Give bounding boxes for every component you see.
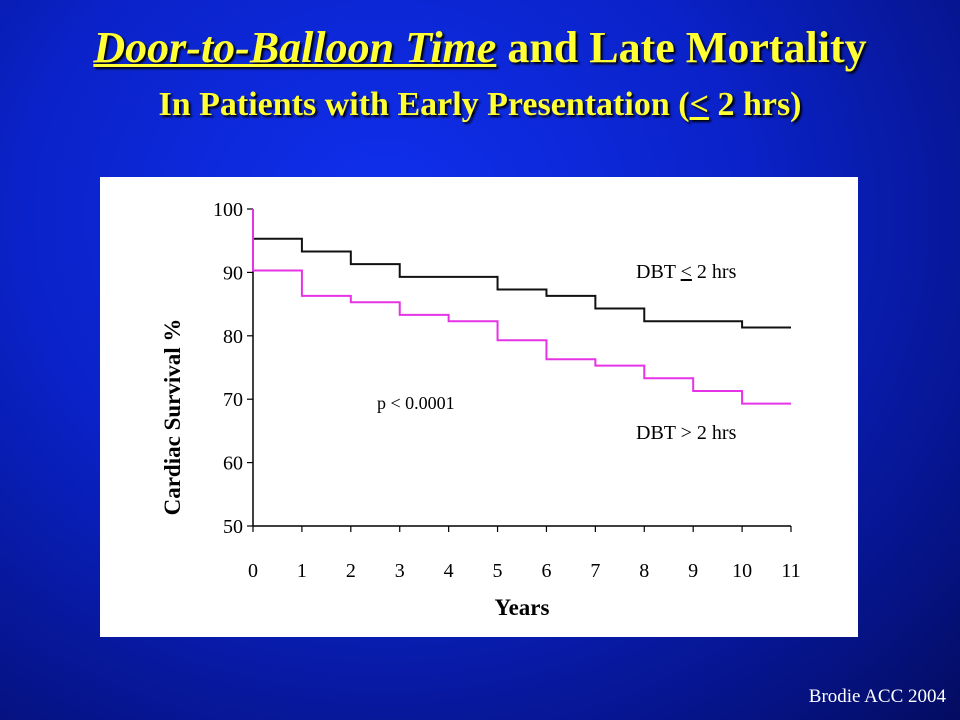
x-tick-label: 0 bbox=[248, 560, 258, 582]
x-tick-label: 1 bbox=[297, 560, 307, 582]
survival-line-series-1 bbox=[252, 209, 791, 405]
y-tick-label: 90 bbox=[223, 262, 243, 284]
p-value-annotation: p < 0.0001 bbox=[377, 393, 455, 413]
legend-dbt-gt-2: DBT > 2 hrs bbox=[636, 422, 737, 444]
chart-axes: 50 60 70 80 90 100 0 1 2 3 4 5 6 7 8 9 10 11 bbox=[213, 199, 801, 582]
y-tick-label: 80 bbox=[223, 326, 243, 348]
chart-panel: 50 60 70 80 90 100 0 1 2 3 4 5 6 7 8 9 10 11 Cardiac Surv… bbox=[100, 177, 858, 637]
y-tick-label: 100 bbox=[213, 199, 243, 221]
x-tick-label: 3 bbox=[395, 560, 405, 582]
slide-title: Door-to-Balloon Time and Late Mortality bbox=[0, 22, 960, 73]
y-tick-label: 60 bbox=[223, 453, 243, 475]
survival-chart: 50 60 70 80 90 100 0 1 2 3 4 5 6 7 8 9 10 11 Cardiac Surv… bbox=[160, 199, 801, 620]
subtitle-after: 2 hrs) bbox=[708, 86, 802, 123]
x-tick-label: 8 bbox=[639, 560, 649, 582]
title-emphasis: Door-to-Balloon Time bbox=[93, 23, 497, 72]
legend-dbt-le-symbol: < bbox=[681, 261, 692, 283]
legend-dbt-le-2: DBT < 2 hrs bbox=[636, 261, 737, 283]
x-tick-label: 10 bbox=[732, 560, 752, 582]
slide-subtitle: In Patients with Early Presentation (< 2… bbox=[0, 86, 960, 124]
y-axis-label: Cardiac Survival % bbox=[160, 319, 185, 516]
y-tick-label: 70 bbox=[223, 389, 243, 411]
legend-dbt-le-prefix: DBT bbox=[636, 261, 681, 283]
x-tick-label: 6 bbox=[541, 560, 551, 582]
x-tick-label: 2 bbox=[346, 560, 356, 582]
x-tick-label: 7 bbox=[590, 560, 600, 582]
subtitle-before: In Patients with Early Presentation ( bbox=[158, 86, 690, 123]
x-tick-label: 4 bbox=[444, 560, 454, 582]
chart-series bbox=[252, 209, 791, 405]
x-tick-label: 9 bbox=[688, 560, 698, 582]
x-axis-label: Years bbox=[495, 595, 550, 620]
x-tick-label: 5 bbox=[493, 560, 503, 582]
survival-line-series-0 bbox=[252, 209, 791, 329]
x-tick-label: 11 bbox=[781, 560, 800, 582]
subtitle-le-symbol: < bbox=[689, 86, 709, 123]
citation-credit: Brodie ACC 2004 bbox=[808, 686, 946, 707]
y-tick-label: 50 bbox=[223, 516, 243, 538]
legend-dbt-le-suffix: 2 hrs bbox=[692, 261, 737, 283]
title-rest: and Late Mortality bbox=[496, 23, 867, 72]
